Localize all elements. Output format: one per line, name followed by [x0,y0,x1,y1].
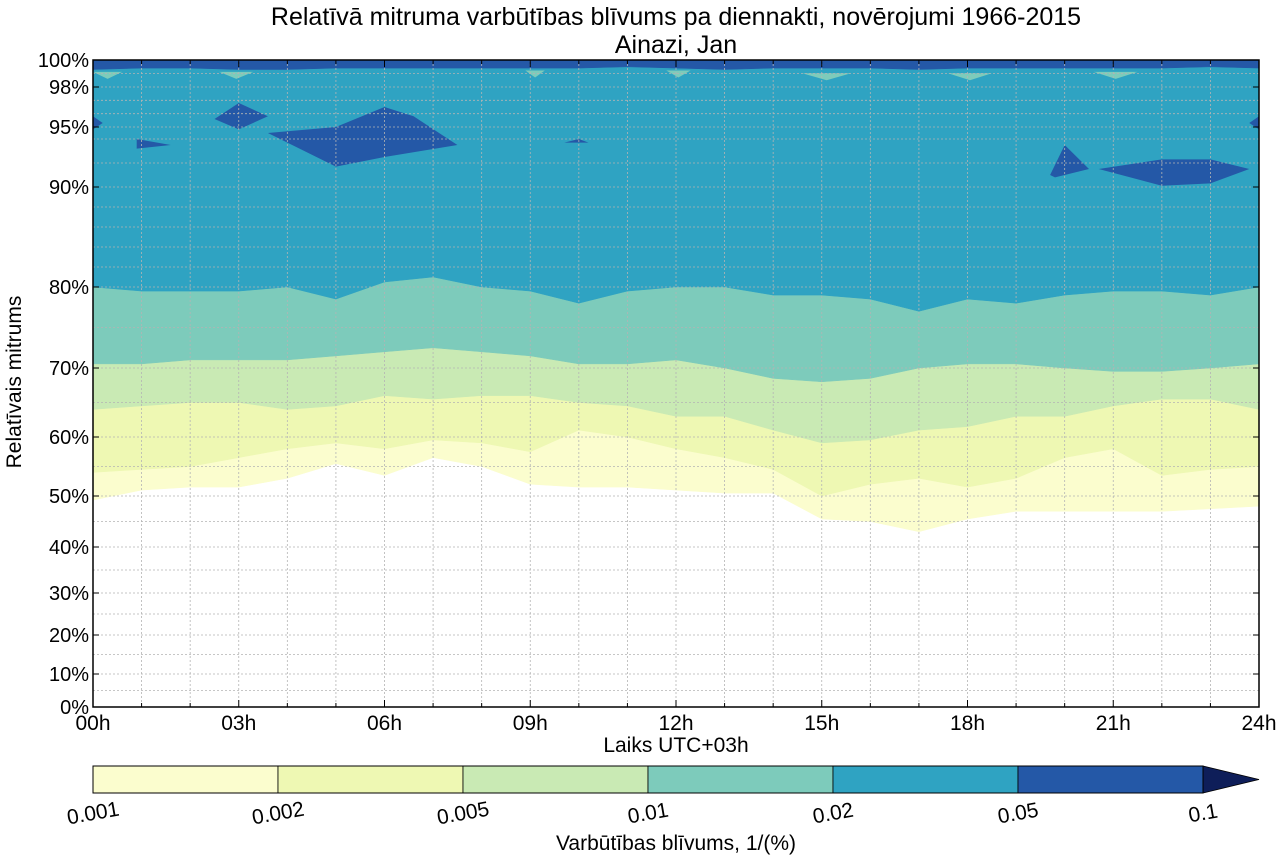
dense-patch-7 [1249,116,1259,130]
x-tick-label: 09h [513,712,548,735]
y-tick-label: 70% [49,358,89,380]
y-tick-label: 40% [49,537,89,559]
y-axis-label: Relatīvais mitrums [3,295,26,469]
y-tick-label: 20% [49,625,89,647]
colorbar-segment [647,765,834,794]
x-tick-label: 21h [1096,712,1131,735]
sparse-spot-1 [219,71,254,79]
dense-patch-0 [93,116,103,130]
colorbar: 0.001 0.002 0.005 0.01 0.02 0.05 0.1 [65,765,1260,830]
colorbar-extend-arrow [1202,765,1260,794]
x-axis-ticks: 00h 03h 06h 09h 12h 15h 18h 21h 24h [75,60,1277,735]
y-tick-label: 10% [49,664,89,686]
colorbar-tick-label: 0.001 [65,798,121,830]
dense-patch-6 [1098,159,1250,186]
dense-patch-3 [267,107,458,167]
colorbar-tick-label: 0.01 [626,799,670,829]
chart-subtitle: Ainazi, Jan [614,31,738,59]
colorbar-segment [92,765,279,794]
colorbar-tick-label: 0.005 [435,798,491,830]
x-tick-label: 12h [658,712,693,735]
colorbar-tick-label: 0.1 [1187,800,1220,828]
y-tick-label: 80% [49,277,89,299]
colorbar-segment [462,765,649,794]
colorbar-tick-label: 0.02 [811,799,855,829]
dense-patch-4 [564,139,589,143]
y-tick-label: 100% [38,50,89,72]
colorbar-segment [832,765,1019,794]
y-axis-ticks: 0% 10% 20% 30% 40% 50% 60% 70% 80% 90% 95% 98% 100% [38,50,1259,719]
sparse-spot-3 [666,70,691,78]
colorbar-segment [1017,765,1204,794]
y-tick-label: 30% [49,583,89,605]
x-tick-label: 15h [804,712,839,735]
y-tick-label: 95% [49,117,89,139]
y-tick-label: 98% [49,77,89,99]
x-tick-label: 24h [1241,712,1276,735]
colorbar-frame [92,765,1204,794]
x-tick-label: 18h [950,712,985,735]
dense-patch-1 [136,139,171,149]
chart-title: Relatīvā mitruma varbūtības blīvums pa d… [270,3,1082,31]
colorbar-label: Varbūtības blīvums, 1/(%) [555,832,797,855]
sparse-spot-4 [802,73,851,81]
colorbar-tick-label: 0.05 [996,799,1040,829]
x-axis-label: Laiks UTC+03h [603,734,749,757]
y-tick-label: 90% [49,177,89,199]
y-tick-label: 60% [49,427,89,449]
dense-patch-5 [1050,145,1089,178]
y-tick-label: 50% [49,486,89,508]
x-tick-label: 06h [367,712,402,735]
y-tick-label: 0% [60,697,89,719]
x-tick-label: 00h [75,712,110,735]
colorbar-segment [277,765,464,794]
colorbar-tick-label: 0.002 [250,798,306,830]
x-tick-label: 03h [221,712,256,735]
sparse-spot-5 [948,73,992,81]
dense-patch-2 [214,103,268,130]
